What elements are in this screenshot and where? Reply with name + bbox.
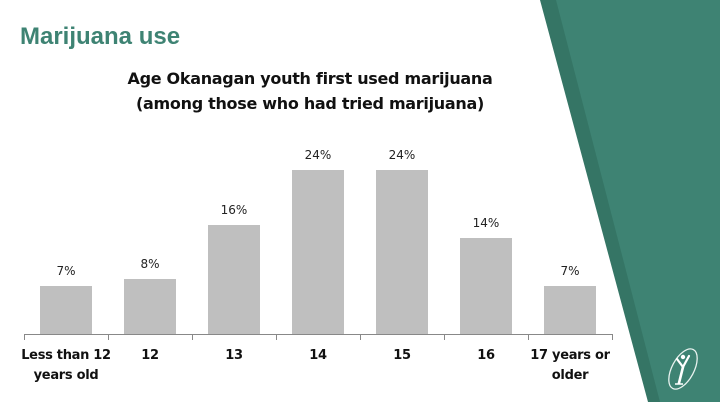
chart-title-line1: Age Okanagan youth first used marijuana bbox=[127, 69, 493, 88]
x-axis-tick bbox=[528, 334, 529, 340]
slide-title: Marijuana use bbox=[20, 23, 181, 50]
x-tick-label-line1: 16 bbox=[477, 348, 495, 363]
data-label: 24% bbox=[388, 148, 416, 162]
x-axis-tick bbox=[444, 334, 445, 340]
data-label: 7% bbox=[56, 264, 76, 278]
x-tick-label: 15 bbox=[354, 346, 450, 366]
x-tick-label-line1: 12 bbox=[141, 348, 159, 363]
x-axis-tick bbox=[108, 334, 109, 340]
bar-6 bbox=[544, 286, 596, 334]
bar-3 bbox=[292, 170, 344, 334]
x-tick-label: 12 bbox=[102, 346, 198, 366]
data-label: 7% bbox=[560, 264, 580, 278]
x-tick-label-line1: 14 bbox=[309, 348, 327, 363]
bar-4 bbox=[376, 170, 428, 334]
x-tick-label: 16 bbox=[438, 346, 534, 366]
x-tick-label: Less than 12 years old bbox=[18, 346, 114, 386]
data-label: 24% bbox=[304, 148, 332, 162]
x-axis-tick bbox=[192, 334, 193, 340]
x-axis-tick bbox=[360, 334, 361, 340]
x-tick-label-line1: 17 years or bbox=[530, 348, 610, 363]
bar-0 bbox=[40, 286, 92, 334]
x-axis-line bbox=[24, 334, 612, 335]
x-tick-label-line1: 15 bbox=[393, 348, 411, 363]
youth-figure-logo-icon bbox=[668, 348, 698, 390]
x-tick-label-line2: years old bbox=[33, 368, 99, 383]
x-tick-label-line2: older bbox=[551, 368, 589, 383]
x-axis-tick bbox=[612, 334, 613, 340]
chart-title: Age Okanagan youth first used marijuana … bbox=[100, 66, 520, 116]
x-axis-tick bbox=[24, 334, 25, 340]
x-tick-label: 17 years or older bbox=[522, 346, 618, 386]
data-label: 14% bbox=[472, 216, 500, 230]
x-tick-label: 13 bbox=[186, 346, 282, 366]
x-axis-tick bbox=[276, 334, 277, 340]
chart-subtitle: (among those who had tried marijuana) bbox=[136, 94, 484, 113]
x-tick-label-line1: Less than 12 bbox=[21, 348, 111, 363]
x-tick-label-line1: 13 bbox=[225, 348, 243, 363]
bar-5 bbox=[460, 238, 512, 334]
bar-1 bbox=[124, 279, 176, 334]
bar-2 bbox=[208, 225, 260, 334]
data-label: 16% bbox=[220, 203, 248, 217]
x-tick-label: 14 bbox=[270, 346, 366, 366]
data-label: 8% bbox=[140, 257, 160, 271]
